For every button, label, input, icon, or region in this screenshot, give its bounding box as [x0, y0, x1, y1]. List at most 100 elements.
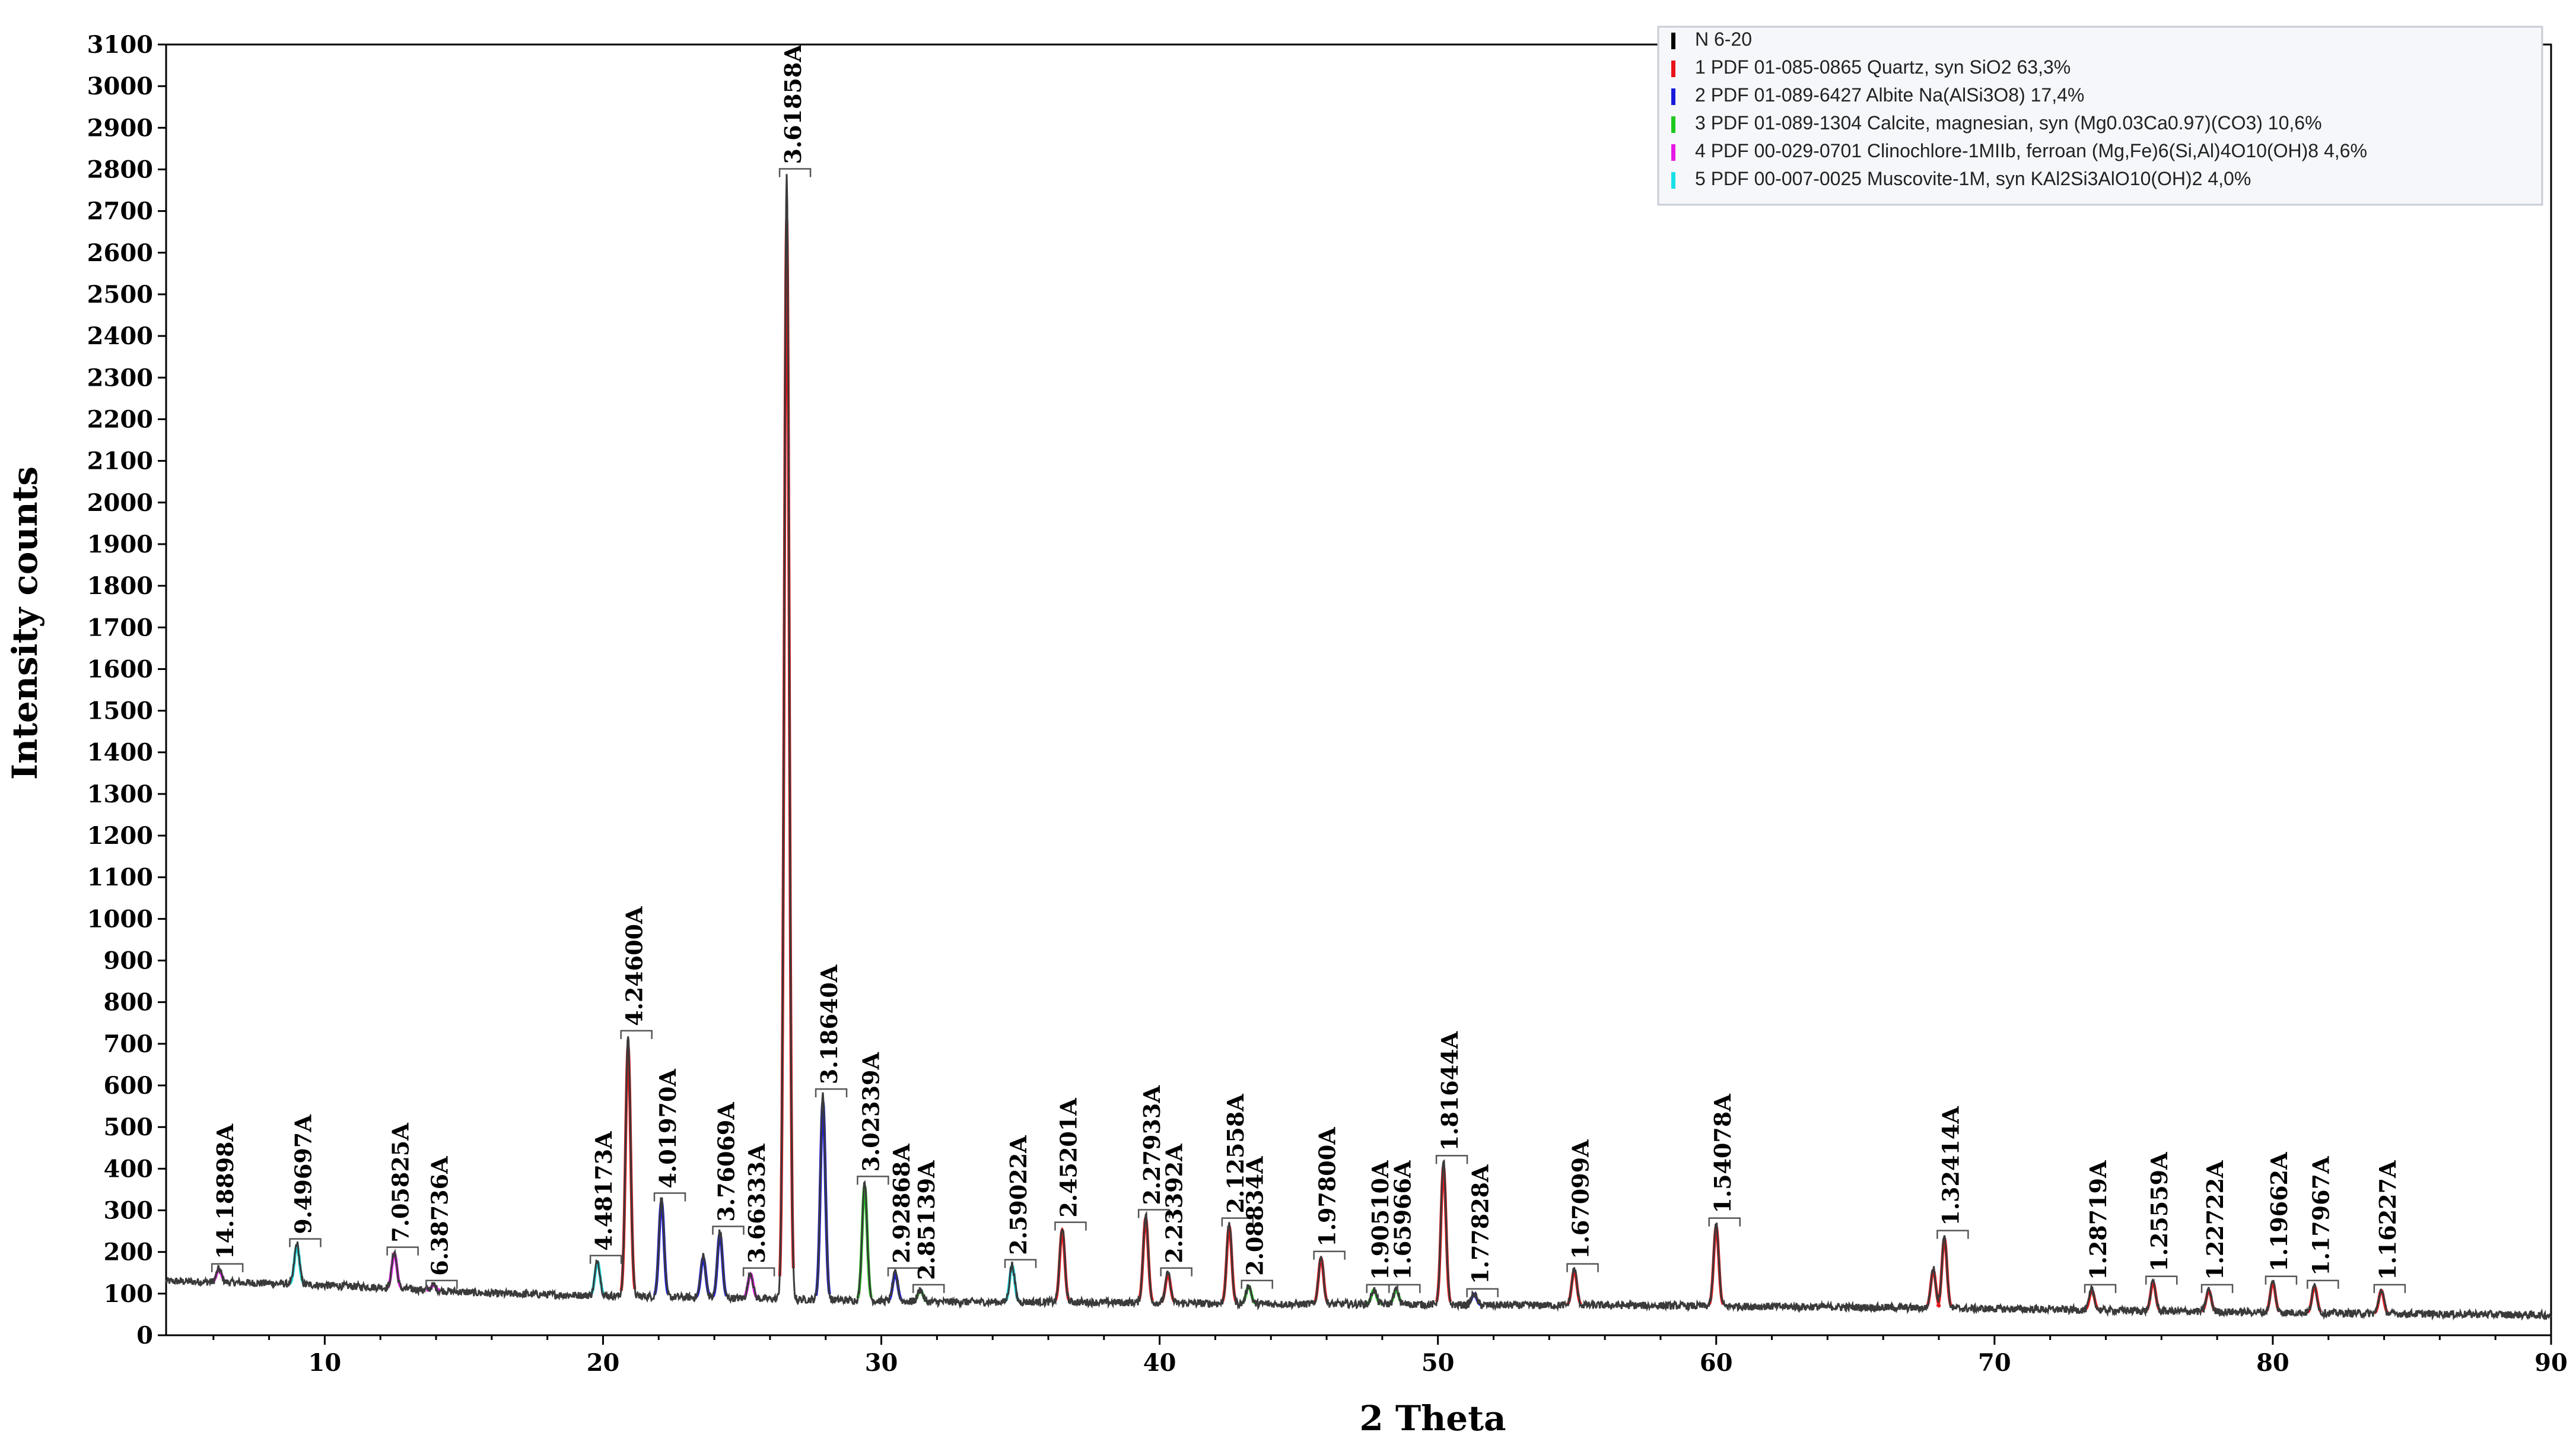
- peak-label: 3.18640A: [816, 964, 842, 1084]
- peak-label: 4.01970A: [654, 1069, 681, 1189]
- peak-label: 2.27933A: [1138, 1085, 1165, 1205]
- x-tick-label: 70: [1978, 1349, 2011, 1377]
- x-axis-title: 2 Theta: [1359, 1398, 1506, 1439]
- peak-bracket: [2373, 1284, 2406, 1293]
- y-tick-label: 2700: [87, 198, 153, 226]
- y-axis-title: Intensity counts: [5, 466, 45, 780]
- peak-bracket: [1435, 1155, 1468, 1164]
- peak-label: 1.17967A: [2307, 1156, 2334, 1276]
- y-tick-label: 2600: [87, 239, 153, 267]
- peak-label: 1.97800A: [1314, 1127, 1341, 1247]
- peak-bracket: [1936, 1230, 1969, 1239]
- legend-swatch: [1671, 88, 1675, 105]
- peak-label: 3.66333A: [743, 1144, 770, 1263]
- y-tick-label: 1400: [87, 739, 153, 767]
- y-tick-label: 1700: [87, 614, 153, 642]
- x-tick-label: 20: [587, 1349, 620, 1377]
- peak-bracket: [1160, 1267, 1192, 1276]
- peak-label: 2.59022A: [1005, 1135, 1032, 1255]
- peak-bracket: [620, 1030, 653, 1039]
- y-tick-label: 1300: [87, 780, 153, 808]
- peak-label: 4.48173A: [590, 1131, 617, 1251]
- legend-entry: 2 PDF 01-089-6427 Albite Na(AlSi3O8) 17,…: [1695, 84, 2084, 106]
- peak-bracket: [742, 1267, 775, 1276]
- peak-label: 3.02339A: [857, 1052, 884, 1172]
- legend-swatch: [1671, 172, 1675, 189]
- legend-box: [1657, 26, 2543, 206]
- peak-label: 2.45201A: [1055, 1098, 1082, 1218]
- y-tick-label: 600: [104, 1072, 154, 1100]
- y-tick-label: 100: [104, 1280, 154, 1308]
- peak-label: 3.61858A: [780, 45, 806, 164]
- peak-label: 2.12558A: [1222, 1094, 1249, 1214]
- y-tick-label: 2800: [87, 155, 153, 183]
- peak-bracket: [1004, 1259, 1037, 1268]
- legend-swatch: [1671, 61, 1675, 77]
- peak-label: 1.19662A: [2266, 1152, 2292, 1272]
- x-tick-label: 80: [2256, 1349, 2289, 1377]
- y-tick-label: 1900: [87, 531, 153, 558]
- legend-entry: 1 PDF 01-085-0865 Quartz, syn SiO2 63,3%: [1695, 56, 2071, 78]
- peak-label: 1.16227A: [2374, 1160, 2401, 1280]
- peak-bracket: [1708, 1217, 1741, 1227]
- legend-swatch: [1671, 116, 1675, 133]
- legend-entry: 5 PDF 00-007-0025 Muscovite-1M, syn KAl2…: [1695, 168, 2251, 189]
- peak-bracket: [778, 168, 812, 177]
- peak-label: 2.08834A: [1242, 1156, 1268, 1276]
- peak-label: 1.81644A: [1436, 1031, 1463, 1151]
- legend-entry: 4 PDF 00-029-0701 Clinochlore-1MIIb, fer…: [1695, 140, 2367, 161]
- legend-swatch: [1671, 144, 1675, 161]
- y-tick-label: 2900: [87, 114, 153, 142]
- x-tick-label: 40: [1143, 1349, 1176, 1377]
- y-tick-label: 2200: [87, 405, 153, 433]
- legend-entry: N 6-20: [1695, 28, 1752, 50]
- peak-bracket: [425, 1279, 458, 1289]
- peak-bracket: [712, 1225, 745, 1235]
- peak-label: 9.49697A: [290, 1114, 316, 1234]
- peak-bracket: [1054, 1221, 1087, 1231]
- y-tick-label: 0: [136, 1322, 153, 1349]
- peak-label: 2.23392A: [1161, 1144, 1188, 1263]
- peak-label: 1.25559A: [2146, 1152, 2173, 1272]
- peak-bracket: [912, 1284, 945, 1293]
- y-tick-label: 2000: [87, 489, 153, 517]
- peak-bracket: [289, 1238, 322, 1247]
- peak-bracket: [211, 1263, 244, 1272]
- legend-entry: 3 PDF 01-089-1304 Calcite, magnesian, sy…: [1695, 112, 2322, 134]
- y-tick-label: 500: [104, 1113, 154, 1141]
- y-tick-label: 1000: [87, 905, 153, 933]
- diffraction-pattern-line: [165, 174, 2552, 1321]
- y-tick-label: 3100: [87, 31, 153, 59]
- peak-bracket: [857, 1176, 889, 1185]
- peak-bracket: [1366, 1284, 1399, 1293]
- peak-label: 2.85139A: [913, 1160, 940, 1280]
- y-tick-label: 900: [104, 947, 154, 975]
- y-tick-label: 200: [104, 1239, 154, 1266]
- peak-bracket: [386, 1246, 419, 1256]
- peak-label: 1.54078A: [1709, 1094, 1736, 1214]
- x-tick-label: 10: [309, 1349, 342, 1377]
- peak-label: 6.38736A: [426, 1156, 453, 1276]
- peak-bracket: [2200, 1284, 2234, 1293]
- peak-bracket: [2265, 1275, 2298, 1285]
- peak-label: 1.77828A: [1467, 1164, 1494, 1284]
- y-tick-label: 400: [104, 1155, 154, 1183]
- peak-label: 2.92868A: [888, 1144, 915, 1263]
- peak-label: 14.18898A: [212, 1123, 238, 1259]
- plot-frame: [165, 43, 2552, 1336]
- peak-bracket: [1566, 1263, 1599, 1272]
- x-tick-label: 90: [2534, 1349, 2568, 1377]
- legend-swatch: [1671, 33, 1675, 49]
- peak-bracket: [589, 1255, 622, 1264]
- y-tick-label: 800: [104, 989, 154, 1017]
- x-tick-label: 60: [1700, 1349, 1733, 1377]
- x-tick-label: 30: [865, 1349, 898, 1377]
- peak-bracket: [653, 1192, 686, 1202]
- peak-bracket: [1388, 1284, 1421, 1293]
- y-tick-label: 1200: [87, 822, 153, 850]
- peak-label: 1.65966A: [1389, 1160, 1416, 1280]
- peak-bracket: [2145, 1275, 2178, 1285]
- y-tick-label: 1600: [87, 655, 153, 683]
- y-tick-label: 2500: [87, 281, 153, 309]
- peak-label: 1.67099A: [1567, 1139, 1594, 1259]
